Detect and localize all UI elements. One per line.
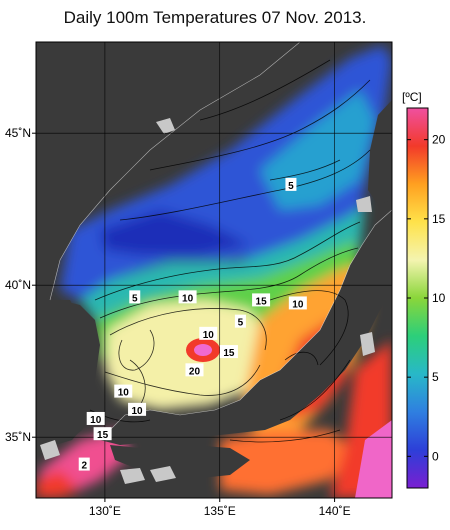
contour-label-4: 10 bbox=[288, 296, 307, 310]
colorbar-tick-0: 0 bbox=[432, 449, 439, 463]
svg-text:20: 20 bbox=[189, 366, 201, 377]
land-masses bbox=[36, 42, 392, 480]
colorbar-unit: [ºC] bbox=[402, 90, 422, 104]
svg-text:5: 5 bbox=[132, 293, 138, 304]
contour-label-3: 15 bbox=[252, 293, 271, 307]
contour-label-0: 5 bbox=[285, 177, 297, 192]
lon-tick-label-1: 135˚E bbox=[204, 504, 236, 518]
contour-label-10: 10 bbox=[128, 402, 147, 417]
svg-text:2: 2 bbox=[81, 461, 87, 472]
svg-text:10: 10 bbox=[118, 388, 130, 399]
contour-label-7: 15 bbox=[219, 345, 238, 359]
contour-label-6: 5 bbox=[234, 314, 246, 329]
svg-text:10: 10 bbox=[292, 299, 304, 310]
svg-text:10: 10 bbox=[90, 415, 102, 426]
contour-label-1: 5 bbox=[129, 290, 141, 304]
colorbar: [ºC] 0 5 10 15 20 bbox=[402, 90, 446, 489]
contour-label-8: 20 bbox=[185, 363, 204, 377]
contour-label-5: 10 bbox=[199, 326, 218, 341]
svg-text:15: 15 bbox=[97, 430, 109, 441]
colorbar-tick-4: 20 bbox=[432, 133, 446, 147]
contour-label-11: 10 bbox=[86, 411, 105, 426]
lon-tick-label-2: 140˚E bbox=[319, 504, 351, 518]
contour-label-12: 15 bbox=[93, 427, 112, 441]
lat-tick-label-2: 45˚N bbox=[5, 126, 31, 140]
axis-ticks: 35˚N 40˚N 45˚N 130˚E 135˚E 140˚E bbox=[5, 126, 351, 518]
contour-label-13: 2 bbox=[78, 457, 90, 472]
svg-text:15: 15 bbox=[223, 348, 235, 359]
contour-label-9: 10 bbox=[114, 384, 133, 399]
missing-data-patches bbox=[40, 118, 375, 484]
map-frame bbox=[35, 41, 393, 499]
svg-text:5: 5 bbox=[238, 318, 244, 329]
contour-label-2: 10 bbox=[178, 290, 197, 304]
lat-tick-label-0: 35˚N bbox=[5, 430, 31, 444]
svg-text:10: 10 bbox=[182, 293, 194, 304]
lon-tick-label-0: 130˚E bbox=[89, 504, 121, 518]
colorbar-ticks: 0 5 10 15 20 bbox=[407, 133, 446, 463]
svg-text:10: 10 bbox=[203, 330, 215, 341]
svg-text:5: 5 bbox=[288, 181, 294, 192]
svg-text:10: 10 bbox=[131, 406, 143, 417]
colorbar-tick-1: 5 bbox=[432, 370, 439, 384]
map-title: Daily 100m Temperatures 07 Nov. 2013. bbox=[63, 8, 367, 27]
colorbar-tick-3: 15 bbox=[432, 212, 446, 226]
colorbar-tick-2: 10 bbox=[432, 291, 446, 305]
svg-text:15: 15 bbox=[256, 296, 268, 307]
lat-tick-label-1: 40˚N bbox=[5, 278, 31, 292]
